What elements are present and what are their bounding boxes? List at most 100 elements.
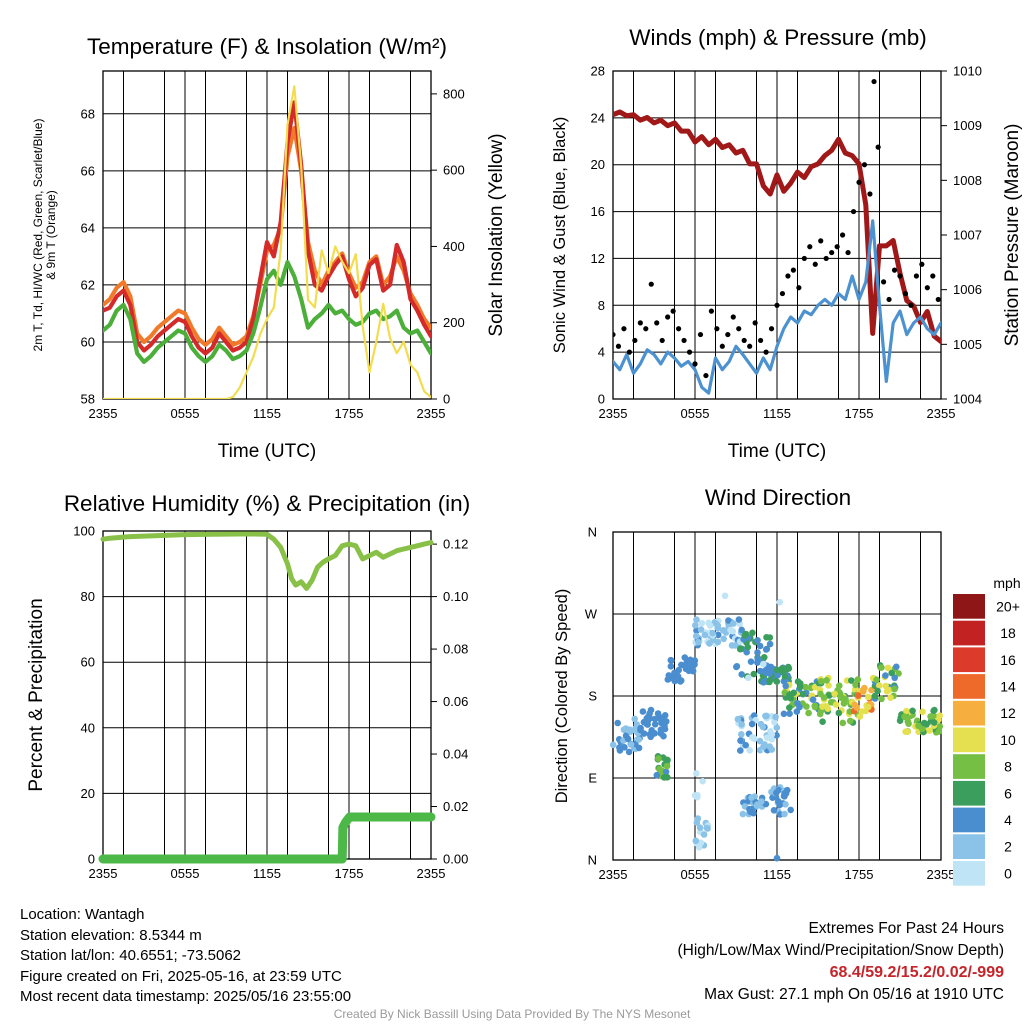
- rh-y2tick-label: 0.06: [443, 694, 468, 709]
- dir-point: [737, 737, 744, 744]
- wind-ytick-label: 24: [591, 110, 605, 125]
- temp-ytick-label: 60: [81, 334, 95, 349]
- dir-point: [730, 620, 737, 627]
- rh-xtick-label: 2355: [89, 866, 118, 881]
- rh-y2tick-label: 0.00: [443, 852, 468, 867]
- dir-colorbar-swatch: [953, 620, 985, 646]
- wind-y2tick-label: 1010: [953, 64, 982, 79]
- rh-ytick-label: 60: [81, 655, 95, 670]
- dir-point: [773, 724, 781, 731]
- dir-point: [681, 654, 689, 661]
- wind-title: Winds (mph) & Pressure (mb): [629, 25, 927, 50]
- dir-point: [697, 626, 705, 633]
- wind-gust-point: [924, 285, 930, 291]
- wind-gust-point: [703, 372, 709, 379]
- temp-series-group: [103, 85, 431, 399]
- dir-point: [902, 728, 909, 735]
- dir-point: [738, 721, 745, 728]
- wind-y2tick-label: 1009: [953, 118, 982, 133]
- wind-gust-point: [875, 144, 881, 150]
- temp-series-2m-td: [103, 260, 431, 364]
- wind-ylabel: Sonic Wind & Gust (Blue, Black): [551, 117, 569, 354]
- dir-point: [891, 674, 898, 682]
- dir-colorbar-label: 14: [1000, 678, 1016, 694]
- dir-point: [693, 616, 700, 623]
- extremes-values: 68.4/59.2/15.2/0.02/-999: [829, 964, 1004, 981]
- dir-ytick-label: N: [588, 853, 597, 868]
- credit-line: Created By Nick Bassill Using Data Provi…: [333, 1007, 691, 1021]
- dir-point: [689, 667, 697, 674]
- dir-point: [761, 654, 768, 661]
- dir-point: [859, 687, 867, 694]
- dir-point: [662, 768, 670, 776]
- dir-point: [729, 628, 737, 635]
- dir-point: [646, 731, 654, 738]
- dir-point: [625, 748, 633, 756]
- rh-series-precipitation: [98, 812, 436, 864]
- wind-gust-point: [637, 320, 643, 326]
- dir-point: [746, 747, 753, 754]
- dir-point: [771, 718, 778, 726]
- temp-ytick-label: 68: [81, 106, 95, 121]
- dir-colorbar-swatch: [953, 834, 985, 859]
- dir-colorbar-label: 10: [1000, 732, 1016, 748]
- dir-point: [786, 704, 793, 711]
- dir-point: [753, 801, 761, 808]
- dir-point: [703, 824, 711, 832]
- wind-y2tick-label: 1004: [953, 392, 982, 407]
- dir-point: [738, 626, 745, 634]
- wind-y2tick-label: 1008: [953, 173, 982, 188]
- dir-point: [756, 737, 764, 745]
- dir-point: [831, 690, 838, 698]
- dir-point: [700, 831, 708, 838]
- dir-point: [640, 730, 648, 737]
- temp-xtick-label: 0555: [171, 406, 200, 421]
- rh-ytick-label: 40: [81, 720, 95, 735]
- dir-point: [760, 660, 767, 668]
- dir-point: [695, 843, 703, 851]
- rh-ylabel: Percent & Precipitation: [26, 598, 47, 791]
- wind-gust-point: [829, 249, 835, 256]
- temp-ytick-label: 62: [81, 277, 95, 292]
- dir-point: [667, 663, 675, 670]
- wind-gust-point: [665, 314, 671, 320]
- dir-point: [663, 762, 671, 770]
- dir-point: [805, 709, 812, 717]
- dir-colorbar-label: 2: [1004, 839, 1012, 855]
- dir-colorbar-label: 8: [1004, 759, 1012, 775]
- dir-point: [909, 707, 916, 715]
- rh-series-group: [98, 531, 436, 864]
- dir-point: [915, 722, 922, 730]
- dir-point: [760, 679, 767, 686]
- rh-y2tick-label: 0.04: [443, 747, 468, 762]
- wind-ytick-label: 8: [598, 298, 605, 313]
- dir-point: [744, 643, 752, 651]
- figure-created: Figure created on Fri, 2025-05-16, at 23…: [20, 967, 342, 985]
- dir-point: [767, 728, 774, 735]
- dir-point: [852, 681, 859, 689]
- dir-point: [876, 682, 883, 689]
- wind-gust-point: [741, 337, 747, 344]
- rh-xtick-label: 2355: [417, 866, 446, 881]
- wind-gust-point: [790, 267, 797, 273]
- wind-gust-point: [752, 320, 758, 326]
- dir-point: [674, 673, 682, 680]
- wind-gust-point: [632, 337, 638, 344]
- dir-point: [919, 708, 926, 716]
- dir-point: [766, 670, 773, 677]
- temp-y2tick-label: 800: [443, 86, 465, 101]
- dir-point: [794, 700, 801, 707]
- rh-series-relative-humidity: [100, 531, 434, 591]
- dir-point: [694, 815, 702, 822]
- dir-point: [621, 744, 628, 751]
- temp-xtick-label: 1755: [335, 406, 364, 421]
- wind-y2label: Station Pressure (Maroon): [1002, 124, 1023, 347]
- dir-point: [692, 837, 700, 845]
- dir-point: [781, 810, 788, 818]
- dir-point: [609, 741, 617, 749]
- dir-point: [668, 657, 675, 664]
- dir-point: [739, 810, 747, 818]
- wind-gust-point: [763, 349, 769, 355]
- dir-point: [749, 629, 756, 637]
